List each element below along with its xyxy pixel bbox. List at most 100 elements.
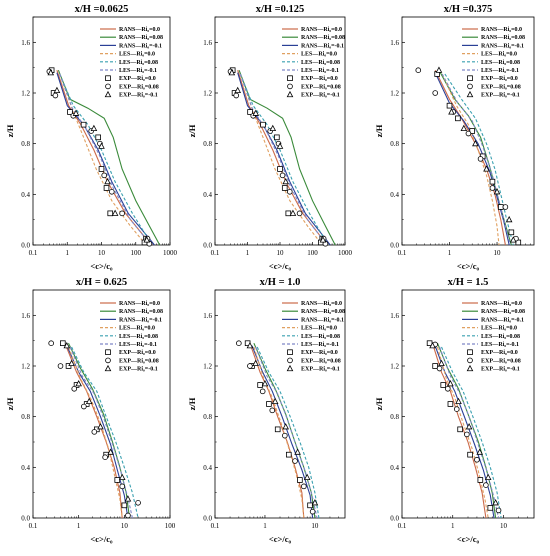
legend-marker-triangle: [466, 364, 474, 372]
exp-marker-square: [277, 166, 283, 172]
exp-marker-square: [274, 426, 281, 433]
exp-marker-circle: [109, 189, 115, 195]
legend-marker-triangle: [286, 90, 294, 98]
exp-marker-square: [285, 451, 292, 458]
panel-title: x/H = 0.625: [76, 277, 127, 288]
exp-marker-circle: [286, 189, 293, 195]
exp-marker-square: [121, 502, 128, 509]
legend-label: EXP—Ri₀=0.08: [481, 84, 521, 90]
exp-marker-circle: [445, 385, 451, 392]
exp-marker-triangle: [124, 495, 132, 502]
y-axis-label: z/H: [187, 397, 197, 410]
y-tick-label: 0.4: [21, 191, 30, 199]
exp-marker-circle: [465, 130, 472, 137]
exp-marker-circle: [119, 210, 125, 217]
y-tick-label: 0.8: [390, 140, 399, 148]
legend-label: EXP—Ri₀=-0.1: [481, 93, 520, 99]
exp-marker-square: [469, 128, 475, 134]
legend-marker-circle: [467, 83, 473, 90]
x-tick-label: 100: [307, 249, 318, 257]
panel-title: x/H =0.125: [256, 4, 305, 15]
exp-marker-square: [440, 382, 447, 388]
x-tick-label: 0.1: [211, 249, 220, 257]
legend-label: RANS—Ri₀=-0.1: [301, 43, 344, 49]
legend-marker-triangle: [286, 364, 294, 372]
legend-label: LES—Ri₀=0.08: [481, 334, 520, 340]
exp-marker-triangle: [505, 215, 513, 223]
exp-marker-triangle: [269, 124, 277, 132]
exp-marker-triangle: [289, 209, 297, 216]
legend-marker-square: [105, 349, 111, 355]
chart-panel-2: x/H =0.125 0.0 0.4 0.8 1.2 1.6 0.1 1 10 100 1000 z/…: [187, 4, 353, 271]
legend-label: EXP—Ri₀=-0.1: [301, 93, 340, 99]
legend-marker-square: [105, 75, 111, 82]
legend-label: LES—Ri₀=-0.1: [481, 342, 519, 348]
plot-frame: [401, 16, 535, 246]
exp-marker-circle: [415, 67, 422, 73]
legend-label: LES—Ri₀=-0.1: [301, 68, 339, 74]
series-line-3: [66, 345, 129, 519]
legend: RANS—Ri₀=0.0 RANS—Ri₀=0.08 RANS—Ri₀=-0.1 LE…: [100, 301, 163, 373]
legend-marker-square: [467, 349, 473, 355]
exp-marker-circle: [296, 210, 303, 217]
y-tick-label: 0.4: [21, 464, 30, 472]
legend-label: LES—Ri₀=-0.1: [481, 68, 519, 74]
legend-label: LES—Ri₀=0.08: [119, 60, 158, 66]
exp-marker-square: [257, 382, 263, 388]
exp-marker-circle: [48, 340, 54, 347]
x-tick-label: 10: [500, 522, 508, 530]
exp-marker-circle: [233, 92, 240, 99]
exp-marker-triangle: [492, 499, 499, 506]
legend-label: EXP—Ri₀=0.08: [119, 358, 159, 364]
exp-marker-square: [455, 115, 461, 122]
x-tick-label: 10: [311, 522, 319, 530]
legend-label: LES—Ri₀=0.0: [301, 326, 337, 332]
exp-marker-square: [67, 109, 73, 115]
legend-label: RANS—Ri₀=0.08: [301, 309, 345, 315]
exp-marker-circle: [57, 363, 64, 369]
legend-label: LES—Ri₀=0.0: [119, 52, 155, 58]
exp-marker-circle: [247, 363, 253, 369]
exp-marker-square: [281, 185, 288, 191]
legend-marker-square: [287, 349, 293, 355]
exp-marker-square: [285, 210, 292, 217]
y-tick-label: 1.2: [203, 363, 212, 371]
exp-marker-square: [274, 134, 280, 141]
legend-marker-circle: [467, 357, 473, 364]
exp-marker-square: [260, 121, 266, 128]
y-tick-label: 0.8: [21, 413, 30, 421]
x-tick-label: 10: [277, 249, 285, 257]
legend-marker-circle: [287, 83, 293, 90]
legend-label: RANS—Ri₀=-0.1: [119, 317, 162, 323]
x-tick-label: 1: [448, 249, 452, 257]
exp-marker-triangle: [98, 142, 105, 149]
y-tick-label: 1.6: [203, 39, 212, 47]
x-tick-label: 1: [451, 522, 455, 530]
legend-marker-square: [467, 75, 473, 82]
exp-marker-circle: [432, 90, 439, 96]
exp-marker-circle: [269, 407, 276, 414]
panel-title: x/H = 1.0: [260, 277, 301, 288]
y-tick-label: 0.4: [203, 191, 212, 199]
legend-label: LES—Ri₀=0.08: [481, 60, 520, 66]
legend-label: EXP—Ri₀=-0.1: [119, 367, 158, 373]
legend-marker-circle: [105, 357, 111, 364]
legend-label: RANS—Ri₀=0.08: [481, 309, 525, 315]
y-tick-label: 1.6: [21, 312, 30, 320]
legend-marker-triangle: [104, 90, 112, 98]
series-line-5: [59, 73, 153, 246]
legend-label: LES—Ri₀=-0.1: [119, 342, 157, 348]
legend-label: RANS—Ri₀=0.0: [301, 27, 342, 33]
y-tick-label: 0.8: [203, 413, 212, 421]
legend-label: EXP—Ri₀=0.08: [301, 358, 341, 364]
exp-marker-square: [80, 121, 87, 128]
legend-label: LES—Ri₀=0.08: [119, 334, 158, 340]
exp-marker-triangle: [448, 108, 455, 115]
exp-marker-triangle: [118, 473, 126, 481]
y-tick-label: 0.4: [390, 191, 399, 199]
y-tick-label: 1.2: [21, 90, 30, 98]
exp-marker-square: [432, 363, 438, 369]
exp-marker-triangle: [509, 236, 517, 243]
y-tick-label: 0.0: [390, 515, 399, 523]
